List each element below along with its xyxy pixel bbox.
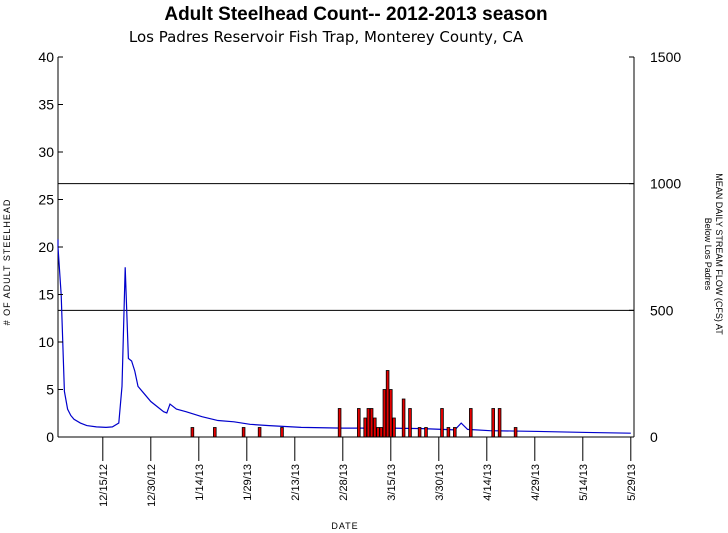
bar-26: [497, 408, 502, 438]
y-tick-label-4: 20: [38, 239, 54, 255]
bar-2: [241, 427, 246, 438]
bar-8: [366, 408, 371, 438]
left-axis-ticks: 0 5 10 15 20 25 30 35 40: [38, 49, 63, 445]
bar-6: [357, 408, 361, 438]
bar-11: [376, 427, 380, 438]
bar-24: [469, 408, 473, 438]
y-tick-label-6: 30: [38, 144, 54, 160]
y-tick-label-5: 25: [38, 192, 54, 208]
y-tick-label-3: 15: [38, 287, 54, 303]
bar-7: [363, 417, 367, 438]
x-tick-label-4: 2/13/13: [290, 464, 302, 501]
x-tick-label-2: 1/14/13: [194, 464, 206, 501]
y2-tick-label-2: 1000: [650, 176, 681, 192]
bar-13: [382, 389, 387, 438]
y-tick-label-1: 5: [46, 382, 54, 398]
bar-3: [257, 427, 262, 438]
stream-flow-line: [57, 239, 631, 434]
y-tick-label-8: 40: [38, 49, 54, 65]
x-tick-label-1: 12/30/12: [146, 464, 158, 507]
bar-17: [401, 398, 406, 438]
x-tick-label-11: 5/29/13: [626, 464, 638, 501]
bar-14: [385, 370, 390, 438]
y2-tick-label-3: 1500: [650, 49, 681, 65]
x-tick-label-8: 4/14/13: [482, 464, 494, 501]
chart-subtitle: Los Padres Reservoir Fish Trap, Monterey…: [129, 28, 524, 46]
date-axis-ticks: 12/15/12 12/30/12 1/14/13 1/29/13 2/13/13 2/2…: [98, 437, 638, 507]
bar-25: [491, 408, 495, 438]
bar-1: [213, 427, 217, 438]
stream-flow-series: [57, 239, 631, 434]
chart-title: Adult Steelhead Count-- 2012-2013 season: [164, 4, 547, 25]
x-tick-label-3: 1/29/13: [242, 464, 254, 501]
y2-tick-label-0: 0: [650, 429, 658, 445]
bar-22: [446, 427, 451, 438]
y-axis-label: # OF ADULT STEELHEAD: [2, 199, 12, 326]
x-tick-label-7: 3/30/13: [434, 464, 446, 501]
y2-tick-label-1: 500: [650, 302, 674, 318]
bar-21: [440, 408, 444, 438]
bar-12: [379, 427, 383, 438]
bar-16: [392, 417, 396, 438]
y-tick-label-2: 10: [38, 334, 54, 350]
y-tick-label-7: 35: [38, 97, 54, 113]
flow-reference-lines: [58, 183, 634, 311]
y2-axis-sublabel: Below Los Padres: [703, 218, 713, 291]
bar-4: [280, 427, 284, 438]
y-tick-label-0: 0: [46, 429, 54, 445]
steelhead-count-bars: [190, 370, 518, 438]
x-tick-label-10: 5/14/13: [578, 464, 590, 501]
bar-19: [417, 427, 422, 438]
x-axis-label: DATE: [331, 521, 358, 531]
x-tick-label-9: 4/29/13: [530, 464, 542, 501]
bar-0: [190, 427, 195, 438]
bar-5: [337, 408, 342, 438]
x-tick-label-0: 12/15/12: [98, 464, 110, 507]
y2-axis-label: MEAN DAILY STREAM FLOW (CFS) AT: [714, 173, 724, 335]
x-tick-label-6: 3/15/13: [386, 464, 398, 501]
bar-20: [424, 427, 428, 438]
bar-10: [373, 417, 377, 438]
bar-27: [513, 427, 518, 438]
bar-9: [369, 408, 374, 438]
x-tick-label-5: 2/28/13: [338, 464, 350, 501]
right-axis-ticks: 0 500 1000 1500: [629, 49, 681, 445]
bar-23: [453, 427, 457, 438]
bar-18: [408, 408, 412, 438]
bar-15: [389, 389, 393, 438]
